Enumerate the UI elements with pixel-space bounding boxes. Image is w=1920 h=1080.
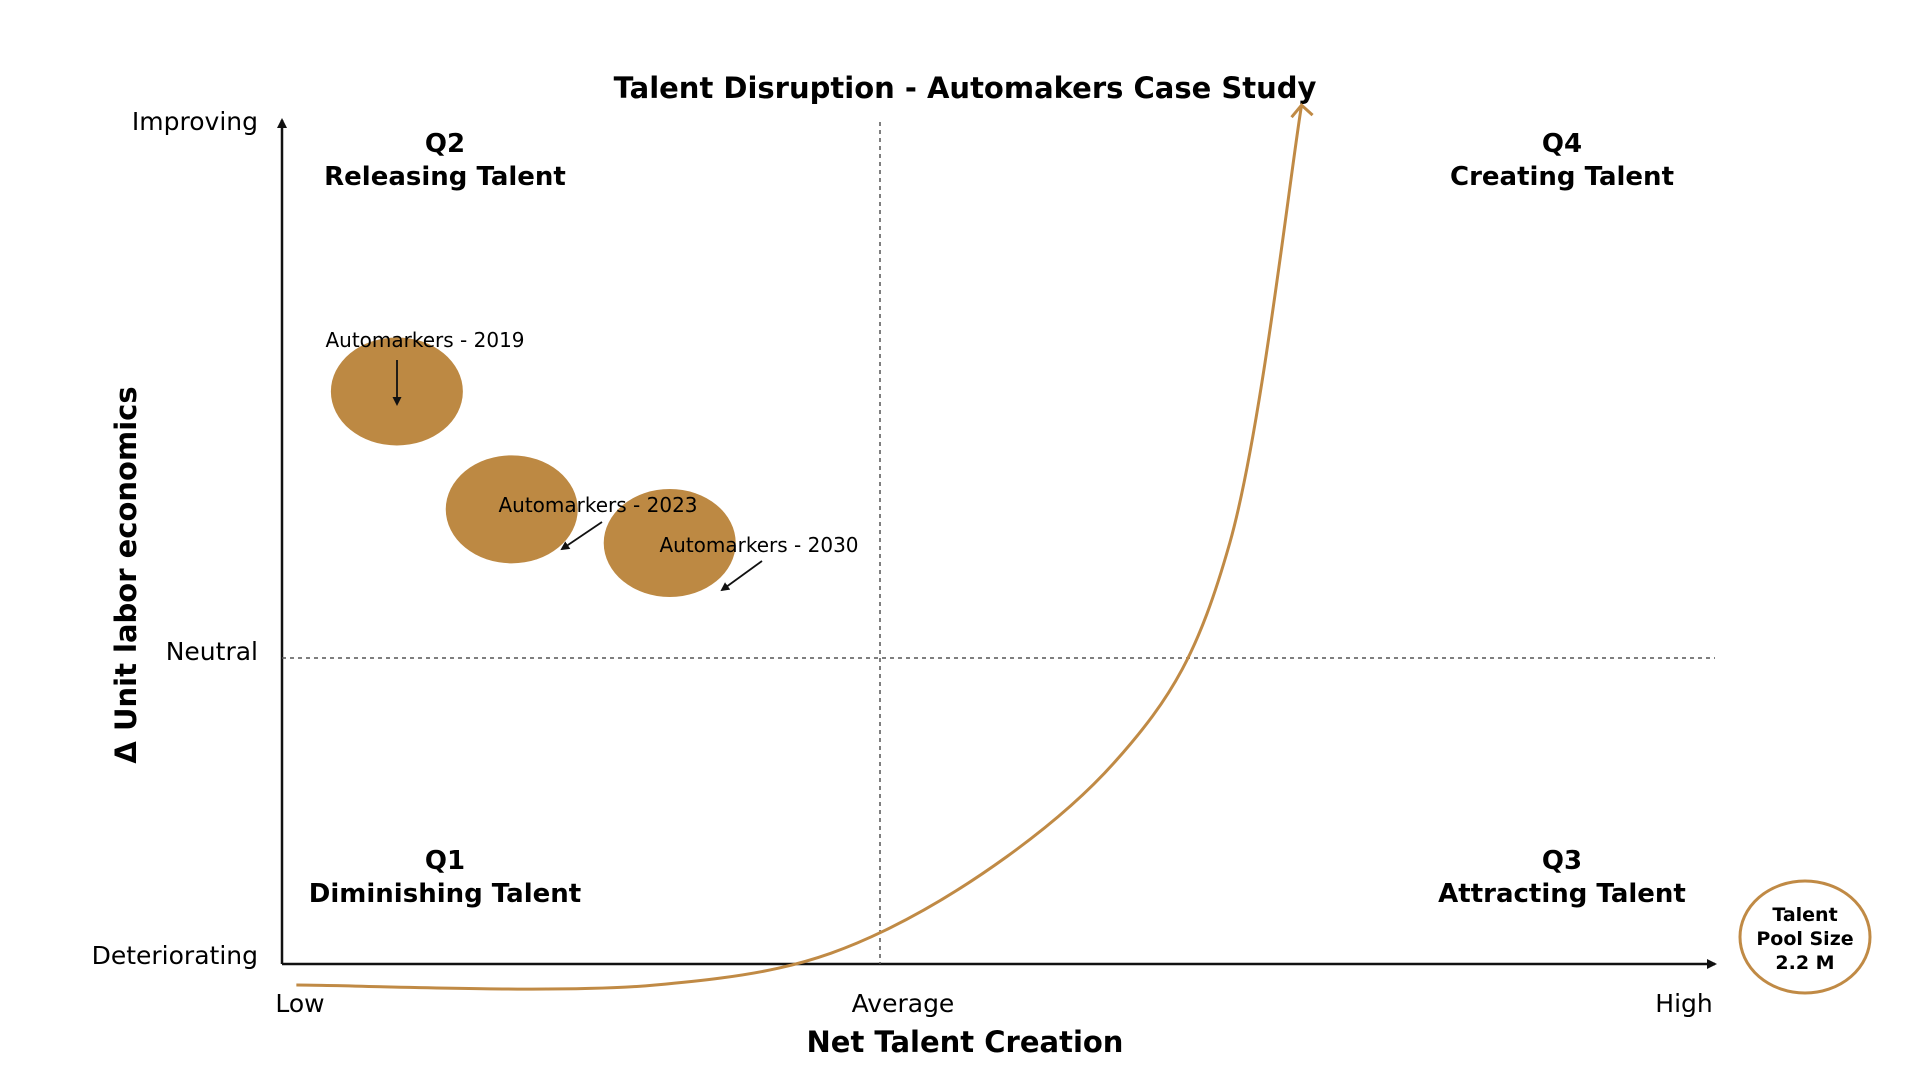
annotation-2019: Automarkers - 2019 bbox=[325, 328, 524, 352]
trend-curve-arrowhead bbox=[1290, 102, 1314, 119]
annotation-arrow-2023 bbox=[560, 521, 603, 551]
y-tick-deteriorating: Deteriorating bbox=[92, 941, 258, 970]
bubble-point-3 bbox=[603, 489, 736, 597]
legend-circle bbox=[1738, 879, 1872, 995]
x-tick-average: Average bbox=[852, 989, 955, 1018]
y-tick-neutral: Neutral bbox=[166, 637, 258, 666]
y-axis-label: Δ Unit labor economics bbox=[109, 386, 143, 763]
trend-curve-layer bbox=[296, 102, 1314, 991]
annotation-2030: Automarkers - 2030 bbox=[659, 533, 858, 557]
quadrant-q1-id: Q1 bbox=[425, 846, 465, 876]
legend-line-3: 2.2 M bbox=[1775, 952, 1834, 974]
quadrant-q2-name: Releasing Talent bbox=[324, 162, 566, 192]
x-axis-label: Net Talent Creation bbox=[807, 1025, 1124, 1059]
quadrant-q4-id: Q4 bbox=[1542, 129, 1582, 159]
quadrant-q2-id: Q2 bbox=[425, 129, 465, 159]
x-tick-low: Low bbox=[275, 989, 324, 1018]
y-tick-improving: Improving bbox=[132, 107, 258, 136]
quadrant-q3-name: Attracting Talent bbox=[1438, 879, 1686, 909]
quadrant-q4-name: Creating Talent bbox=[1450, 162, 1674, 192]
bubble-point-2 bbox=[445, 455, 578, 564]
annotation-arrow-2030 bbox=[720, 560, 763, 592]
legend-line-1: Talent bbox=[1772, 904, 1837, 926]
quadrant-q1-name: Diminishing Talent bbox=[309, 879, 581, 909]
annotation-2023: Automarkers - 2023 bbox=[498, 493, 697, 517]
chart-title: Talent Disruption - Automakers Case Stud… bbox=[614, 71, 1317, 105]
x-tick-high: High bbox=[1655, 989, 1712, 1018]
bubble-layer bbox=[330, 337, 736, 597]
quadrant-q3-id: Q3 bbox=[1542, 846, 1582, 876]
legend-line-2: Pool Size bbox=[1756, 928, 1853, 950]
talent-pool-legend: Talent Pool Size 2.2 M bbox=[1738, 879, 1872, 995]
trend-curve bbox=[296, 104, 1304, 991]
